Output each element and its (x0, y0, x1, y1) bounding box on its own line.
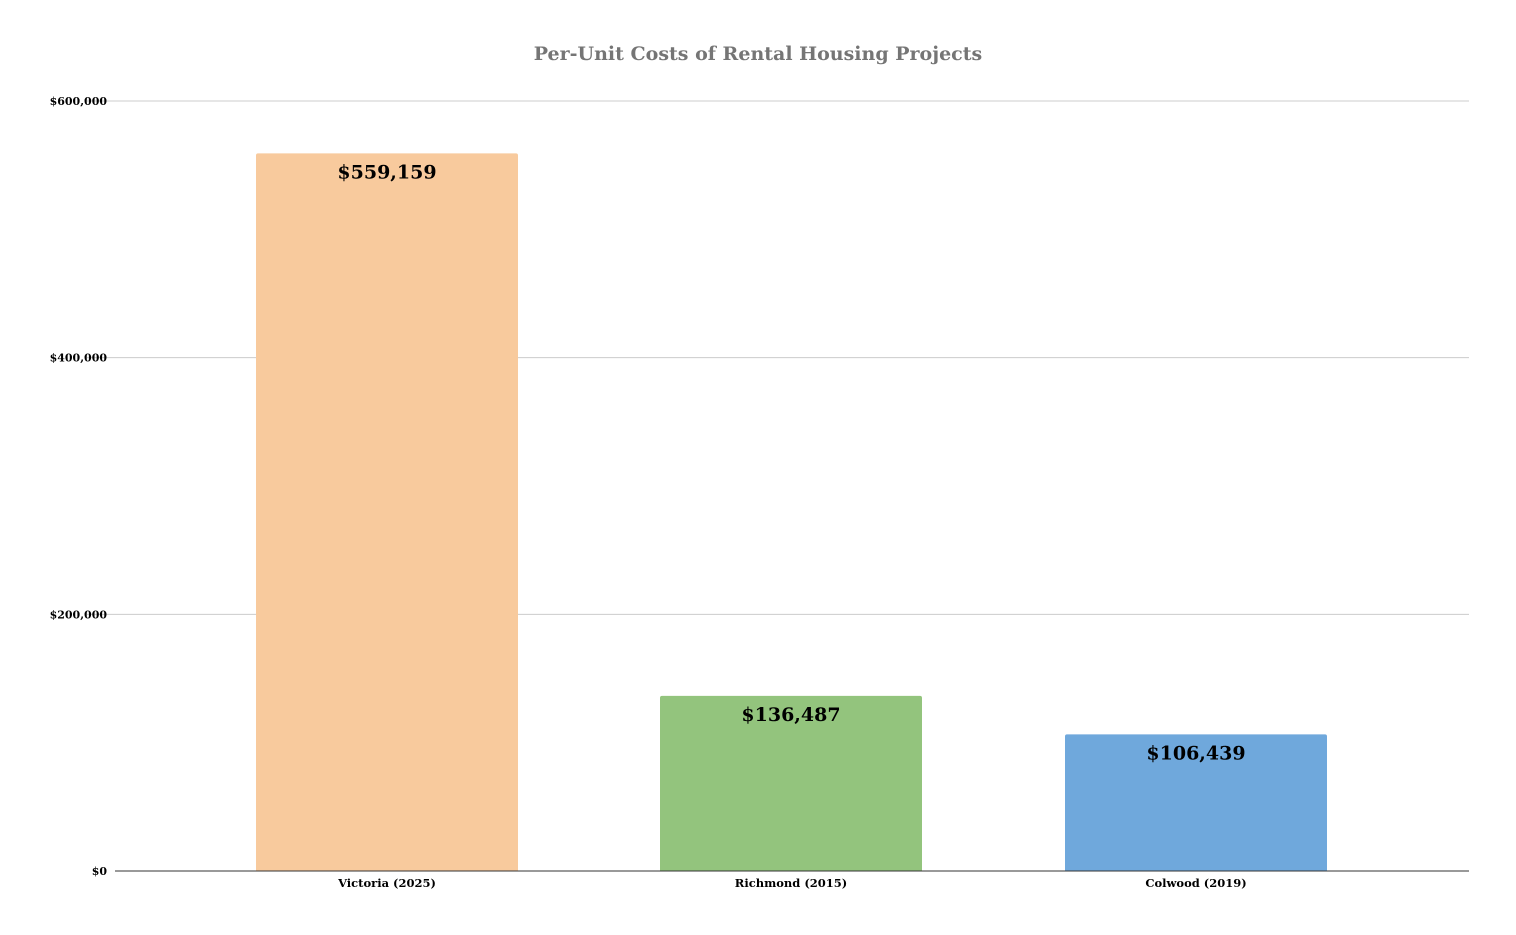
y-axis: $0 $200,000 $400,000 $600,000 (50, 95, 108, 878)
x-tick-label: Colwood (2019) (1145, 876, 1246, 890)
y-tick-label: $0 (92, 865, 108, 878)
chart-title: Per-Unit Costs of Rental Housing Project… (534, 43, 982, 65)
y-tick-label: $400,000 (50, 352, 108, 365)
data-label: $136,487 (741, 704, 840, 726)
x-tick-label: Victoria (2025) (337, 876, 436, 890)
x-axis: Victoria (2025) Richmond (2015) Colwood (2… (337, 876, 1247, 890)
bar (660, 695, 922, 871)
y-tick-label: $600,000 (50, 95, 108, 108)
x-tick-label: Richmond (2015) (735, 876, 847, 890)
bar (256, 153, 518, 872)
data-label: $559,159 (337, 161, 436, 183)
data-labels: $559,159 $136,487 $106,439 (337, 161, 1245, 764)
bar (1065, 734, 1327, 871)
bars (256, 153, 1327, 872)
data-label: $106,439 (1146, 742, 1245, 764)
y-tick-label: $200,000 (50, 608, 108, 621)
